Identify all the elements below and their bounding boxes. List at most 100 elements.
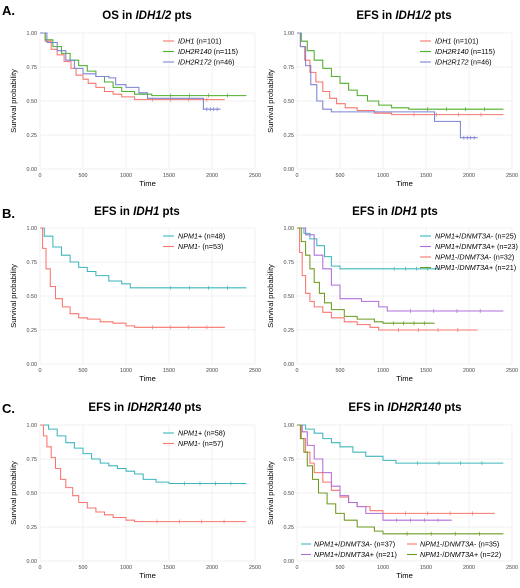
legend-label-part: (n=101) [194, 37, 221, 46]
x-tick-label: 500 [79, 565, 88, 571]
chart-title-part: IDH1 [391, 206, 417, 218]
chart-title: EFS in IDH2R140 pts [348, 402, 461, 414]
legend-label-part: NPM1 [178, 232, 198, 241]
legend-label: IDH1 (n=101) [178, 37, 221, 46]
legend-label-part: DNMT3A [340, 540, 370, 549]
legend-label-part: DNMT3A [459, 253, 489, 262]
y-tick-label: 0.25 [27, 328, 38, 334]
chart-title-part: pts [171, 10, 191, 22]
y-tick-label: 0.50 [27, 294, 38, 300]
legend-label-part: -/ [455, 263, 459, 272]
legend-label-part: (n=46) [212, 58, 235, 67]
legend-label-part: + (n=21) [370, 550, 397, 559]
y-tick-label: 1.00 [27, 31, 38, 37]
legend-label-part: IDH2R172 [178, 58, 212, 67]
legend-label: NPM1-/DNMT3A+ (n=21) [435, 263, 516, 272]
x-tick-label: 2500 [506, 173, 518, 179]
legend-label-part: -/ [455, 253, 459, 262]
y-tick-label: 0.25 [27, 525, 38, 531]
legend-label-part: DNMT3A [459, 263, 489, 272]
legend-label-part: NPM1 [435, 242, 455, 251]
legend-label-part: IDH2R140 [435, 47, 469, 56]
km-curve-3 [40, 32, 221, 110]
legend-label-part: +/ [455, 242, 461, 251]
x-tick-label: 500 [79, 173, 88, 179]
legend-label-part: - (n=57) [198, 439, 223, 448]
y-tick-label: 0.75 [284, 260, 295, 266]
chart-title: EFS in IDH2R140 pts [88, 402, 201, 414]
km-panel-5: EFS in IDH2R140 pts 0.00 0.25 0.50 0.75 1.00 0… [9, 402, 261, 580]
x-tick-label: 1500 [163, 368, 175, 374]
km-curve-1 [297, 32, 504, 116]
x-tick-label: 0 [39, 173, 42, 179]
legend-label: NPM1+/DNMT3A- (n=25) [435, 232, 516, 241]
y-tick-label: 1.00 [27, 423, 38, 429]
legend-label-part: (n=46) [469, 58, 492, 67]
y-tick-label: 0.00 [27, 559, 38, 565]
x-tick-label: 1000 [120, 368, 132, 374]
km-panel-6: EFS in IDH2R140 pts 0.00 0.25 0.50 0.75 1.00 0… [266, 402, 518, 580]
km-curve-2 [40, 227, 225, 328]
legend-label: NPM1+/DNMT3A- (n=37) [314, 540, 395, 549]
x-tick-label: 500 [79, 368, 88, 374]
legend-label-part: +/ [334, 550, 340, 559]
chart-title-part: OS in [102, 10, 135, 22]
legend-label-part: IDH2R140 [178, 47, 212, 56]
x-tick-label: 1000 [120, 565, 132, 571]
legend-label-part: DNMT3A [340, 550, 370, 559]
x-tick-label: 2500 [506, 565, 518, 571]
x-tick-label: 0 [296, 368, 299, 374]
legend-label-part: IDH2R172 [435, 58, 469, 67]
legend-label-part: DNMT3A [461, 232, 491, 241]
x-tick-label: 2500 [249, 368, 261, 374]
x-axis-label: Time [139, 179, 156, 188]
section-label-c: C. [2, 401, 15, 416]
legend-label: NPM1-/DNMT3A- (n=32) [435, 253, 514, 262]
x-tick-label: 0 [296, 173, 299, 179]
y-tick-label: 0.00 [27, 167, 38, 173]
legend-label-part: IDH1 [178, 37, 194, 46]
x-tick-label: 500 [336, 368, 345, 374]
y-tick-label: 1.00 [284, 423, 295, 429]
y-axis-label: Survival probability [9, 69, 18, 133]
y-tick-label: 0.50 [284, 99, 295, 105]
y-tick-label: 1.00 [284, 226, 295, 232]
legend-label-part: - (n=37) [370, 540, 395, 549]
legend-label-part: NPM1 [420, 550, 440, 559]
km-curve-2 [297, 227, 504, 312]
x-tick-label: 1500 [420, 368, 432, 374]
km-panel-1: OS in IDH1/2 pts 0.00 0.25 0.50 0.75 1.00 0 500… [9, 10, 261, 188]
km-panel-2: EFS in IDH1/2 pts 0.00 0.25 0.50 0.75 1.00 0 50… [266, 10, 518, 188]
km-curve-1 [297, 227, 439, 270]
km-curve-1 [40, 424, 247, 485]
legend-label: NPM1-/DNMT3A+ (n=22) [420, 550, 501, 559]
chart-title: OS in IDH1/2 pts [102, 10, 191, 22]
chart-title-part: pts [181, 402, 201, 414]
section-label-b: B. [2, 206, 15, 221]
km-curve-4 [297, 227, 435, 324]
chart-title-part: pts [159, 206, 179, 218]
legend-label-part: (n=115) [469, 47, 495, 56]
legend-label-part: NPM1 [314, 540, 334, 549]
km-curve-4 [297, 424, 504, 535]
legend-label-part: NPM1 [420, 540, 440, 549]
legend-label: NPM1+/DNMT3A+ (n=21) [314, 550, 397, 559]
x-tick-label: 2500 [249, 173, 261, 179]
legend-label: NPM1+ (n=58) [178, 429, 225, 438]
y-tick-label: 0.50 [284, 294, 295, 300]
legend-label: IDH2R172 (n=46) [435, 58, 492, 67]
chart-title-part: EFS in [356, 10, 395, 22]
x-tick-label: 1500 [163, 173, 175, 179]
y-tick-label: 0.25 [284, 133, 295, 139]
km-curve-3 [297, 227, 478, 331]
legend-label-part: -/ [440, 540, 444, 549]
y-tick-label: 0.00 [284, 559, 295, 565]
legend-label-part: - (n=25) [491, 232, 516, 241]
legend-label-part: - (n=32) [489, 253, 514, 262]
x-tick-label: 0 [39, 368, 42, 374]
legend-label-part: NPM1 [435, 232, 455, 241]
y-tick-label: 0.50 [27, 491, 38, 497]
y-tick-label: 0.75 [27, 260, 38, 266]
y-axis-label: Survival probability [9, 264, 18, 328]
x-tick-label: 500 [336, 565, 345, 571]
